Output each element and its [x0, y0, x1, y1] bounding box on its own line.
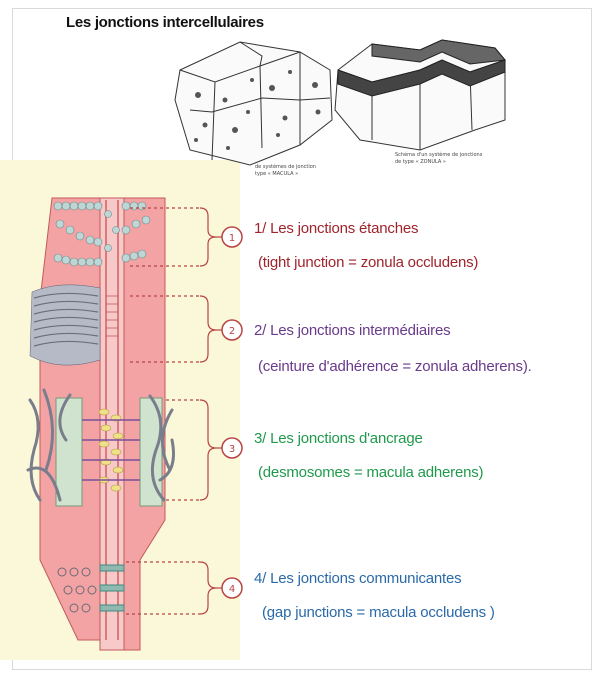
macula-sketch: [174, 41, 333, 166]
adherens-filament-bundle: [29, 284, 118, 366]
sketch-caption-right-line1: Schéma d'un système de jonctions: [395, 151, 483, 158]
marker-1: 1: [221, 226, 243, 248]
zonula-sketch: [334, 39, 506, 151]
intercellular-space: [99, 197, 125, 651]
marker-2-label: 2: [229, 326, 235, 337]
sketch-caption-right: Schéma d'un système de jonctions de type…: [395, 151, 483, 165]
junction-2-name: 2/ Les jonctions intermédiaires: [254, 322, 451, 339]
gap-junctions: [57, 564, 125, 613]
sketch-caption-left-line2: type « MACULA »: [255, 171, 298, 177]
junction-4-detail: (gap junctions = macula occludens ): [262, 604, 495, 621]
junction-brackets: [126, 207, 222, 615]
junction-3-name: 3/ Les jonctions d'ancrage: [254, 430, 423, 447]
marker-1-label: 1: [229, 233, 235, 244]
marker-4-label: 4: [229, 584, 235, 595]
junction-1-detail: (tight junction = zonula occludens): [258, 254, 479, 271]
page-title: Les jonctions intercellulaires: [66, 14, 264, 31]
sketch-caption-left-line1: de systèmes de jonction: [255, 163, 316, 170]
desmosome: [26, 388, 175, 507]
junction-2-detail: (ceinture d'adhérence = zonula adherens)…: [258, 358, 532, 375]
marker-2: 2: [221, 319, 243, 341]
junction-number-markers: 1 2 3 4: [221, 226, 243, 599]
marker-4: 4: [221, 577, 243, 599]
junction-1-name: 1/ Les jonctions étanches: [254, 220, 419, 237]
sketch-caption-right-line2: de type « ZONULA »: [395, 159, 446, 165]
marker-3: 3: [221, 437, 243, 459]
junction-3-detail: (desmosomes = macula adherens): [258, 464, 484, 481]
sketch-caption-left: de systèmes de jonction type « MACULA »: [255, 163, 316, 177]
tight-junction-strands: [53, 201, 151, 267]
marker-3-label: 3: [229, 444, 235, 455]
junction-4-name: 4/ Les jonctions communicantes: [254, 570, 462, 587]
